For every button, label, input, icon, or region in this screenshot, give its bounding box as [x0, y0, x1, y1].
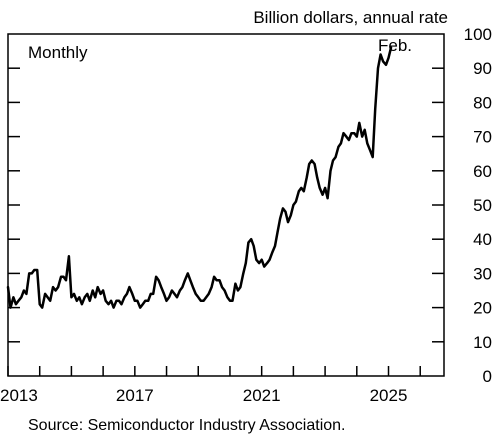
- unit-label: Billion dollars, annual rate: [253, 8, 448, 27]
- plot-frame: [7, 33, 445, 377]
- y-tick-label: 50: [473, 196, 492, 215]
- source-note: Source: Semiconductor Industry Associati…: [28, 417, 346, 434]
- frequency-note: Monthly: [28, 43, 88, 62]
- y-tick-label: 40: [473, 230, 492, 249]
- x-tick-label: 2025: [370, 386, 408, 405]
- x-tick-label: 2013: [0, 386, 38, 405]
- y-tick-label: 60: [473, 162, 492, 181]
- end-label: Feb.: [378, 36, 412, 55]
- x-tick-label: 2021: [243, 386, 281, 405]
- y-tick-label: 90: [473, 59, 492, 78]
- series-line: [6, 46, 393, 309]
- y-tick-label: 80: [473, 93, 492, 112]
- y-tick-label: 0: [483, 367, 492, 386]
- y-tick-label: 70: [473, 128, 492, 147]
- y-axis: 0 10 20 30 40 50 60 70 80 90 100: [8, 25, 492, 386]
- x-axis: 2013 2017 2021 2025: [0, 366, 421, 405]
- x-tick-label: 2017: [116, 386, 154, 405]
- y-tick-label: 10: [473, 333, 492, 352]
- y-tick-label: 20: [473, 299, 492, 318]
- y-tick-label: 30: [473, 264, 492, 283]
- y-tick-label: 100: [464, 25, 492, 44]
